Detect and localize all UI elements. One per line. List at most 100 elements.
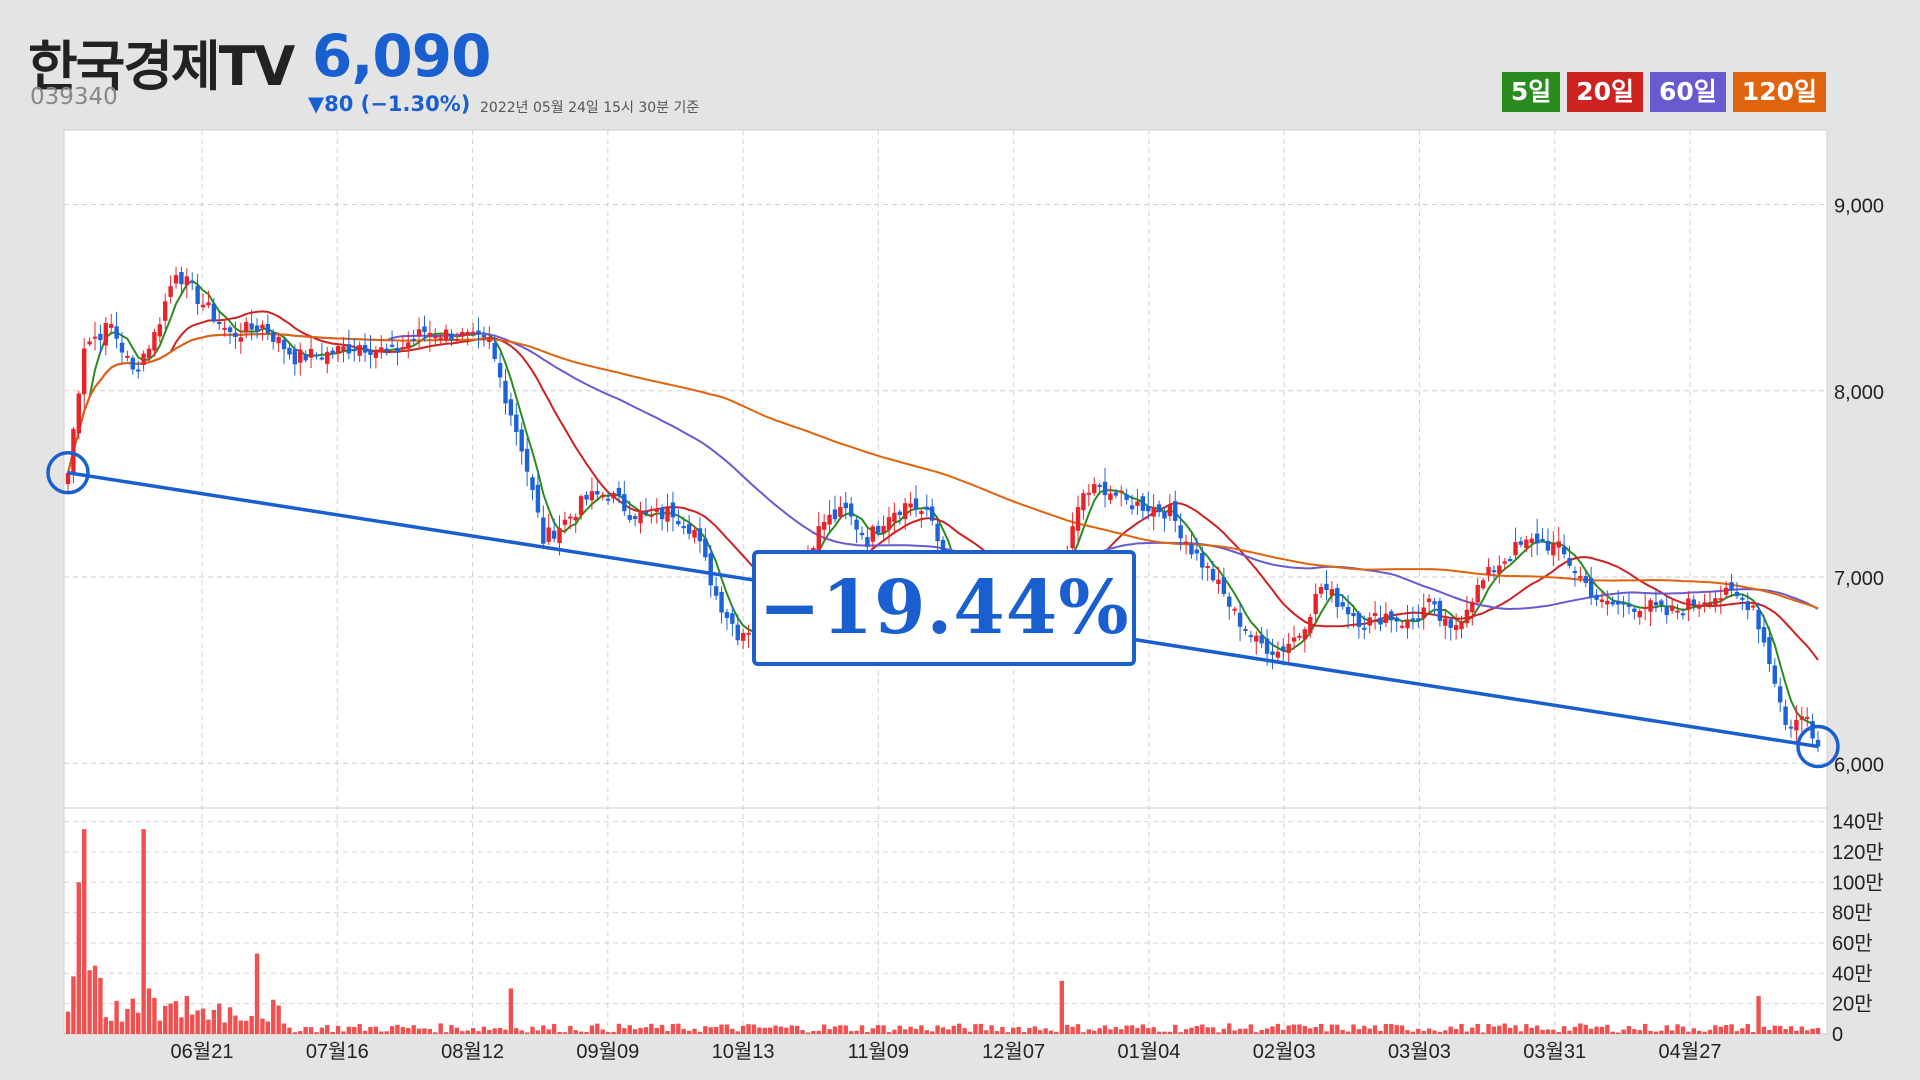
volume-bar <box>433 1032 438 1034</box>
volume-bar <box>1599 1026 1605 1034</box>
legend-ma60[interactable]: 60일 <box>1650 72 1726 112</box>
candle-body <box>557 528 562 543</box>
legend-ma5[interactable]: 5일 <box>1501 72 1561 112</box>
candle-body <box>217 322 222 325</box>
volume-bar <box>71 976 76 1034</box>
candle-body <box>1696 604 1702 609</box>
volume-bar <box>1378 1031 1383 1034</box>
candle-body <box>1383 613 1389 623</box>
candle-body <box>362 344 368 353</box>
volume-bar <box>1707 1029 1713 1034</box>
volume-bar <box>1243 1028 1248 1034</box>
volume-bar <box>1480 1032 1486 1034</box>
volume-bar <box>179 1017 184 1034</box>
candle-body <box>1113 492 1119 496</box>
candle-body <box>1664 606 1669 616</box>
candle-body <box>735 624 740 641</box>
volume-bar <box>92 965 98 1034</box>
candle-body <box>395 347 400 353</box>
volume-bar <box>1583 1024 1588 1034</box>
candle-body <box>1367 617 1372 626</box>
percent-change-text: −19.44% <box>758 565 1130 651</box>
candle-body <box>1540 538 1545 541</box>
volume-bar <box>1205 1027 1210 1034</box>
volume-bar <box>384 1031 389 1034</box>
volume-bar <box>535 1030 541 1034</box>
candle-body <box>1297 635 1302 638</box>
volume-bar <box>881 1025 886 1034</box>
volume-bar <box>1767 1029 1772 1034</box>
candle-body <box>384 348 389 351</box>
volume-bar <box>303 1026 308 1034</box>
candle-body <box>1610 601 1615 605</box>
volume-bar <box>1691 1028 1696 1034</box>
volume-bar <box>1140 1024 1146 1034</box>
volume-bar <box>454 1027 460 1034</box>
volume-bar <box>1200 1024 1205 1034</box>
candle-body <box>265 323 271 334</box>
candle-body <box>1081 493 1086 511</box>
volume-bar <box>195 1010 200 1034</box>
candle-body <box>254 325 260 332</box>
volume-bar <box>1518 1031 1524 1034</box>
candle-body <box>65 472 71 485</box>
legend-ma20[interactable]: 20일 <box>1567 72 1644 112</box>
candle-body <box>319 357 325 360</box>
volume-bar <box>136 1012 141 1034</box>
time-tick-label: 03월03 <box>1388 1040 1451 1063</box>
candle-body <box>1416 618 1421 621</box>
volume-bar <box>946 1029 951 1034</box>
volume-bar <box>1680 1026 1686 1034</box>
volume-bar <box>773 1025 778 1034</box>
candle-body <box>1513 542 1518 556</box>
volume-bar <box>740 1025 746 1034</box>
candle-body <box>1750 605 1756 608</box>
legend-ma120[interactable]: 120일 <box>1732 72 1826 112</box>
volume-bar <box>730 1028 735 1034</box>
time-tick-label: 04월27 <box>1659 1040 1722 1063</box>
volume-bar <box>427 1028 433 1034</box>
volume-bar <box>638 1027 643 1034</box>
volume-bar <box>1356 1029 1362 1034</box>
volume-bar <box>1081 1032 1086 1034</box>
volume-bar <box>1286 1025 1291 1034</box>
volume-bar <box>416 1028 422 1034</box>
volume-bar <box>1237 1028 1243 1034</box>
candle-body <box>379 347 384 353</box>
volume-bar <box>82 829 87 1034</box>
candle-body <box>422 326 427 332</box>
candle-body <box>449 333 454 341</box>
current-price: 6,090 <box>312 22 491 90</box>
volume-tick-label: 40만 <box>1832 962 1873 985</box>
candle-body <box>1642 607 1648 610</box>
volume-bar <box>951 1025 957 1034</box>
candle-body <box>1626 604 1632 607</box>
volume-bar <box>1270 1026 1275 1034</box>
volume-bar <box>1713 1025 1718 1034</box>
volume-tick-label: 120만 <box>1832 841 1884 864</box>
volume-bar <box>616 1023 622 1034</box>
candle-body <box>1324 583 1329 591</box>
volume-bar <box>622 1028 627 1034</box>
volume-bar <box>1092 1030 1097 1034</box>
candle-body <box>578 496 584 515</box>
candle-body <box>1140 496 1146 511</box>
candle-body <box>406 342 411 349</box>
volume-bar <box>422 1028 427 1034</box>
candle-body <box>427 332 433 338</box>
candle-body <box>1286 643 1291 653</box>
volume-tick-label: 80만 <box>1832 902 1873 925</box>
volume-bar <box>1351 1024 1356 1034</box>
candle-body <box>595 490 600 495</box>
candle-body <box>1772 665 1777 684</box>
volume-bar <box>762 1027 767 1034</box>
volume-bar <box>379 1031 384 1034</box>
candle-body <box>670 502 676 518</box>
volume-bar <box>562 1032 568 1034</box>
volume-bar <box>487 1029 492 1034</box>
candle-body <box>1794 719 1799 731</box>
candle-body <box>1529 538 1534 544</box>
volume-bar <box>1135 1028 1140 1034</box>
candle-body <box>632 516 638 520</box>
volume-bar <box>1534 1025 1540 1034</box>
